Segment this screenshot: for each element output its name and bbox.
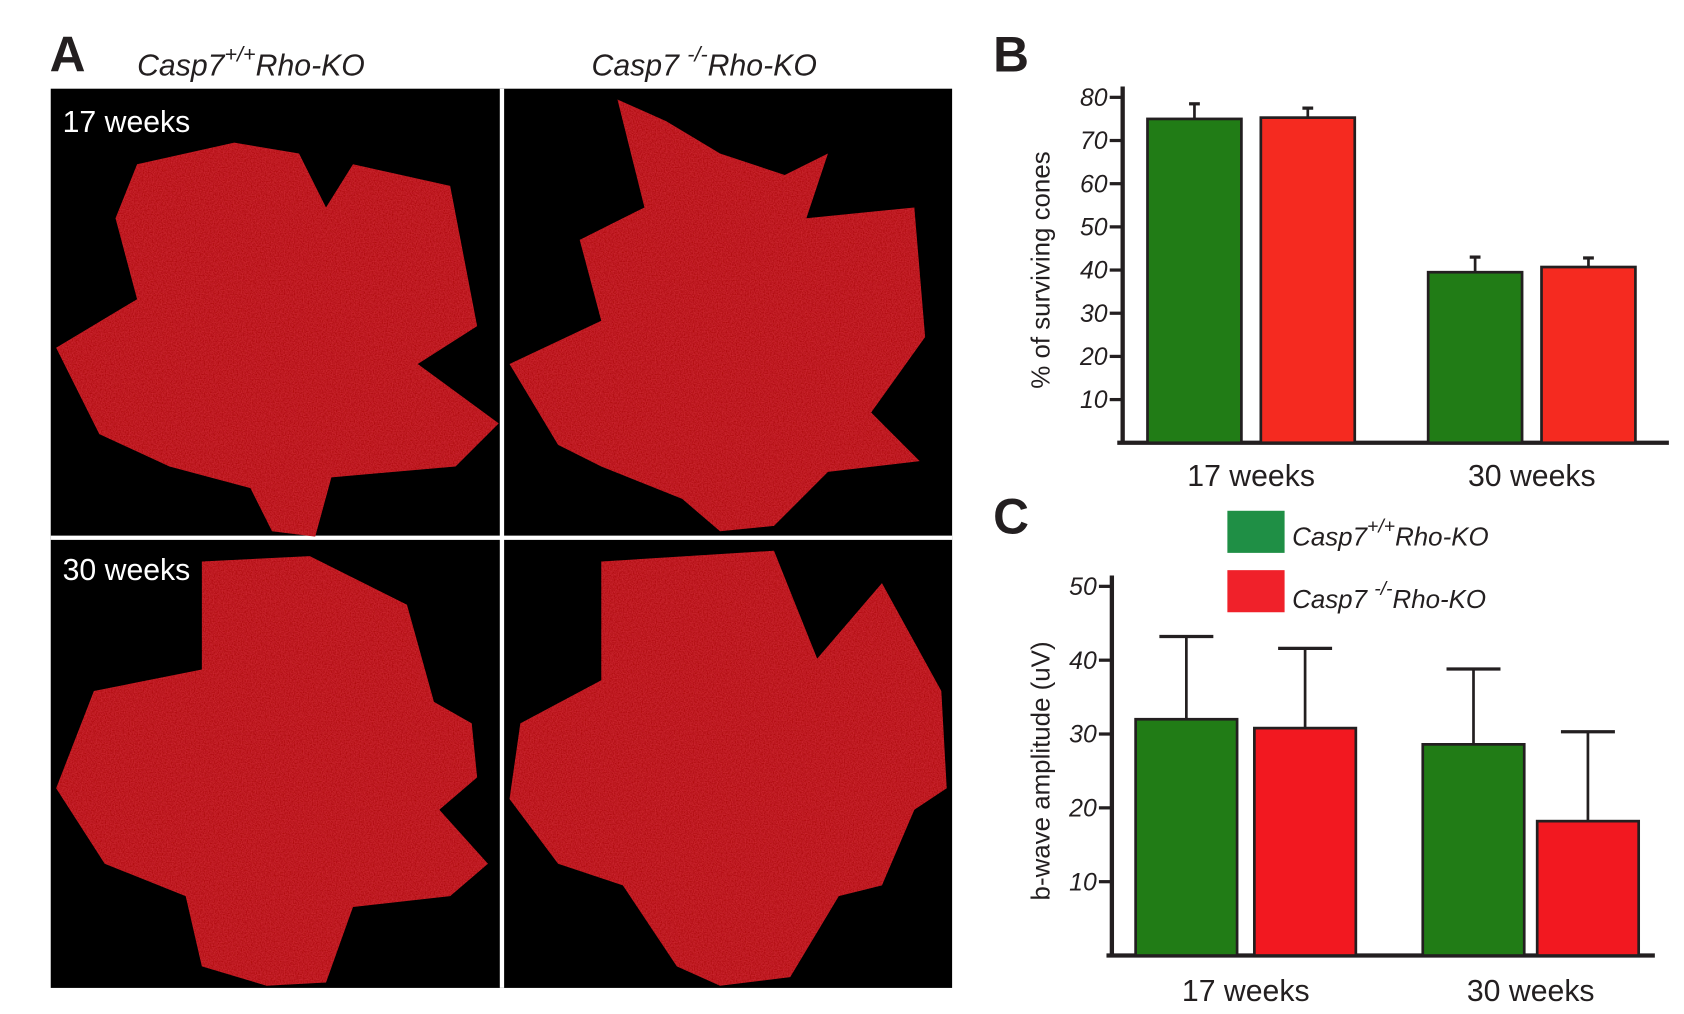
y-tick-label: 60	[1080, 171, 1108, 198]
x-tick-label: 17 weeks	[1187, 460, 1315, 493]
y-tick-label: 30	[1069, 722, 1097, 749]
y-tick-label: 70	[1080, 128, 1108, 155]
y-tick-label: 20	[1079, 344, 1108, 371]
retina-image-30wk-wt	[56, 556, 488, 986]
column-title-wt: Casp7+/+Rho-KO	[137, 42, 365, 83]
panel-label-b: B	[993, 26, 1029, 82]
panel-label-a: A	[50, 26, 86, 82]
bar	[1540, 265, 1637, 445]
y-tick-label: 40	[1069, 648, 1097, 675]
bar	[1259, 116, 1357, 445]
retina-image-17wk-ko	[509, 99, 926, 532]
x-tick-label: 30 weeks	[1467, 975, 1595, 1008]
retina-image-17wk-wt	[56, 142, 499, 537]
bar	[1146, 117, 1243, 445]
bar	[1253, 726, 1358, 957]
column-title-ko: Casp7 -/-Rho-KO	[592, 42, 817, 83]
chart-c: 10 20 30 40 50 b-wave amplitude (uV) 17 weeks 3…	[1027, 574, 1655, 1008]
y-axis-label: b-wave amplitude (uV)	[1027, 641, 1055, 900]
y-tick-label: 10	[1080, 387, 1108, 414]
legend-label-ko: Casp7 -/-Rho-KO	[1292, 578, 1486, 614]
y-tick-label: 80	[1080, 85, 1108, 112]
y-tick-label: 50	[1069, 574, 1097, 601]
legend-label-wt: Casp7+/+Rho-KO	[1292, 515, 1488, 551]
legend-swatch-ko	[1227, 570, 1285, 613]
legend: Casp7+/+Rho-KO Casp7 -/-Rho-KO	[1227, 510, 1489, 614]
row-label-30-weeks: 30 weeks	[63, 554, 191, 587]
y-tick-label: 50	[1080, 215, 1108, 242]
microscopy-grid: 17 weeks 30 weeks	[50, 88, 953, 988]
y-tick-label: 10	[1069, 869, 1097, 896]
y-tick-label: 40	[1080, 258, 1108, 285]
bar	[1426, 270, 1524, 445]
x-tick-label: 30 weeks	[1468, 460, 1596, 493]
row-label-17-weeks: 17 weeks	[63, 106, 191, 139]
x-tick-label: 17 weeks	[1182, 975, 1310, 1008]
bar	[1421, 743, 1526, 957]
y-tick-label: 20	[1068, 795, 1097, 822]
bar	[1535, 819, 1641, 957]
retina-image-30wk-ko	[509, 550, 947, 986]
y-axis-label: % of surviving cones	[1027, 151, 1055, 388]
chart-b: 10 20 30 40 50 60 70 80 % of surviving cones 17 w…	[1027, 85, 1669, 493]
legend-swatch-wt	[1227, 510, 1285, 553]
y-tick-label: 30	[1080, 301, 1108, 328]
panel-label-c: C	[993, 488, 1029, 544]
bar	[1134, 717, 1239, 957]
